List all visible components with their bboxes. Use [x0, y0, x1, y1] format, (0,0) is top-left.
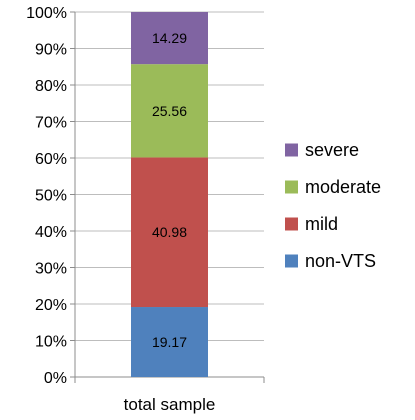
- y-tick-label: 20%: [35, 297, 67, 314]
- y-tick-label: 100%: [26, 5, 67, 22]
- legend-swatch-severe: [285, 143, 298, 157]
- y-tick-label: 30%: [35, 261, 67, 278]
- bar-segment-non-vts: [131, 307, 208, 377]
- bar-segment-moderate: [131, 64, 208, 158]
- x-category-label: total sample: [124, 395, 216, 414]
- data-labels: 19.17 40.98 25.56 14.29: [152, 30, 187, 350]
- y-tick-label: 40%: [35, 224, 67, 241]
- bar-segment-severe: [131, 12, 208, 65]
- y-tick-label: 70%: [35, 115, 67, 132]
- legend: severe moderate mild non-VTS: [285, 140, 381, 271]
- legend-label-moderate: moderate: [305, 177, 381, 197]
- legend-label-severe: severe: [305, 140, 359, 160]
- data-label-mild: 40.98: [152, 224, 187, 240]
- legend-swatch-mild: [285, 217, 298, 231]
- bar-segment-mild: [131, 157, 208, 308]
- y-tick-label: 50%: [35, 188, 67, 205]
- legend-label-non-vts: non-VTS: [305, 251, 376, 271]
- data-label-severe: 14.29: [152, 30, 187, 46]
- y-tick-label: 90%: [35, 42, 67, 59]
- legend-label-mild: mild: [305, 214, 338, 234]
- y-tick-label: 60%: [35, 151, 67, 168]
- axes: 0% 10% 20% 30% 40% 50% 60% 70% 80% 90% 100% total s…: [26, 5, 265, 414]
- legend-swatch-moderate: [285, 180, 298, 194]
- y-tick-label: 0%: [44, 370, 67, 387]
- data-label-moderate: 25.56: [152, 103, 187, 119]
- legend-swatch-non-vts: [285, 254, 298, 268]
- y-tick-label: 10%: [35, 334, 67, 351]
- data-label-non-vts: 19.17: [152, 334, 187, 350]
- y-tick-label: 80%: [35, 78, 67, 95]
- bar-segments: [131, 12, 208, 377]
